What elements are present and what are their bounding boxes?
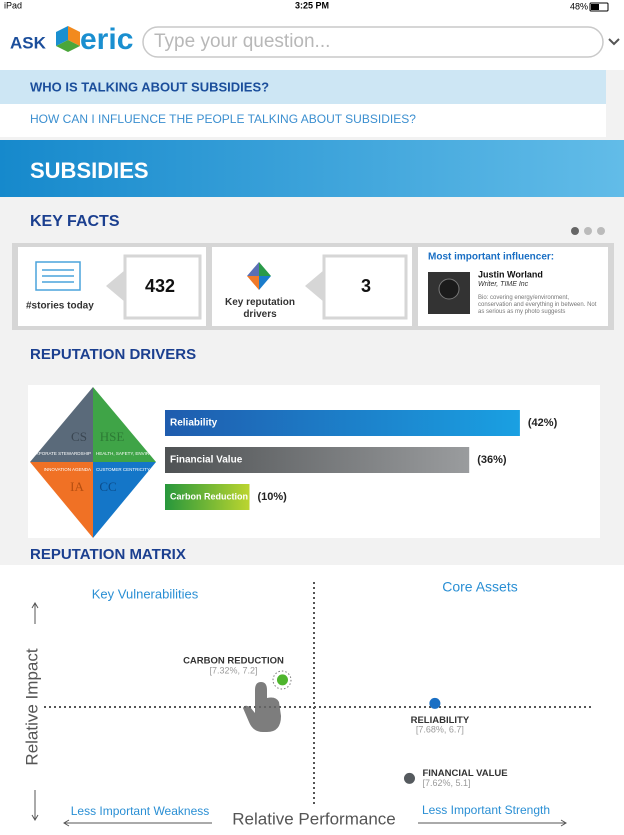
diamond-hse [93, 387, 156, 462]
card-notch [305, 270, 324, 302]
driver-bar [165, 447, 470, 473]
matrix-panel [0, 565, 624, 835]
search-placeholder[interactable]: Type your question... [154, 31, 330, 52]
driver-value: (10%) [258, 491, 288, 503]
bio-line: conservation and everything in between. … [478, 302, 597, 308]
influencer-heading: Most important influencer: [428, 252, 554, 263]
diamond-code: HSE [100, 429, 125, 444]
status-time: 3:25 PM [295, 0, 329, 10]
drivers-icon [247, 262, 271, 290]
influencer-bio: Bio: covering energy/environment, conserv… [478, 295, 597, 315]
diamond-code: CC [99, 479, 116, 494]
diamond-cc [93, 462, 156, 538]
news-icon [35, 261, 81, 291]
diamond-cs [30, 387, 93, 462]
question-bg[interactable] [0, 104, 606, 137]
fact-value: 432 [145, 276, 175, 296]
bio-line: Bio: covering energy/environment, [478, 295, 569, 301]
logo-face [56, 26, 68, 46]
section-title: KEY FACTS [30, 213, 120, 230]
news-frame [35, 261, 81, 291]
driver-bar [165, 484, 250, 510]
driver-name: Reliability [170, 418, 218, 429]
question-bg-active[interactable] [0, 70, 606, 104]
icon-part [247, 262, 259, 276]
axis-title: Relative Impact [22, 648, 41, 765]
driver-value: (36%) [477, 454, 507, 466]
diamond-code: IA [70, 479, 84, 494]
driver-value: (42%) [528, 417, 558, 429]
section-title: REPUTATION DRIVERS [30, 346, 196, 363]
value-box [322, 254, 408, 320]
axis-hint: Less Important Strength [422, 803, 550, 817]
bio-line: as serious as my photo suggests [478, 309, 565, 315]
icon-part [247, 276, 259, 290]
diamond-name: CUSTOMER CENTRICITY [96, 467, 150, 472]
value-box [123, 254, 202, 320]
carousel-dot[interactable] [584, 227, 592, 235]
drivers-diamond [30, 387, 156, 538]
logo-face [56, 40, 80, 52]
arrow-head [63, 819, 70, 827]
point-name: FINANCIAL VALUE [422, 768, 507, 779]
logo-cube [56, 26, 80, 52]
question-link[interactable]: WHO IS TALKING ABOUT SUBSIDIES? [30, 79, 269, 94]
battery-level [591, 4, 599, 10]
topic-banner [0, 140, 624, 197]
point-name: RELIABILITY [411, 715, 470, 726]
status-battery: 48% [570, 1, 588, 11]
question-link[interactable]: HOW CAN I INFLUENCE THE PEOPLE TALKING A… [30, 112, 416, 126]
influencer-role: Writer, TIME Inc [478, 281, 529, 288]
fact-label: #stories today [26, 301, 94, 312]
diamond-name: CORPORATE STEWARDSHIP [29, 451, 91, 456]
driver-bar [165, 410, 520, 436]
matrix-point [276, 674, 288, 686]
point-coords: [7.68%, 6.7] [416, 725, 464, 735]
quadrant-label: Core Assets [442, 579, 517, 595]
topic-title: SUBSIDIES [30, 158, 149, 183]
driver-name: Carbon Reduction [170, 491, 248, 501]
diamond-code: CS [71, 429, 87, 444]
matrix-point [403, 772, 415, 784]
matrix-point [429, 697, 441, 709]
arrow-head [31, 602, 39, 609]
influencer-name: Justin Worland [478, 269, 543, 279]
battery-icon [589, 2, 609, 12]
logo-face [68, 26, 80, 46]
brand: eric [80, 23, 133, 56]
icon-part [259, 276, 271, 290]
point-coords: [7.62%, 5.1] [422, 778, 470, 788]
dropdown-chevron[interactable] [608, 38, 620, 46]
carousel-dot[interactable] [571, 227, 579, 235]
status-device: iPad [4, 0, 22, 10]
fact-label: Key reputation drivers [225, 297, 295, 320]
point-name: CARBON REDUCTION [183, 655, 284, 666]
fact-value: 3 [361, 276, 371, 296]
search-box[interactable] [142, 26, 604, 58]
selection-ring [272, 670, 292, 690]
axis-title: Relative Performance [232, 809, 395, 828]
carousel-dot[interactable] [597, 227, 605, 235]
point-coords: [7.32%, 7.2] [209, 665, 257, 675]
brand-prefix: ASK [10, 33, 47, 52]
section-title: REPUTATION MATRIX [30, 546, 186, 563]
arrow-head [560, 819, 567, 827]
fact-label-line: Key reputation [225, 297, 295, 308]
photo-face [438, 278, 460, 300]
diamond-name: HEALTH, SAFETY, ENVIRONMENT [96, 451, 169, 456]
quadrant-label: Key Vulnerabilities [92, 586, 199, 601]
diamond-ia [30, 462, 93, 538]
driver-name: Financial Value [170, 455, 243, 466]
arrow-head [31, 814, 39, 821]
icon-part [259, 262, 271, 276]
axis-hint: Less Important Weakness [71, 804, 210, 818]
diamond-name: INNOVATION AGENDA [44, 467, 91, 472]
touch-hand [243, 682, 281, 732]
card-notch [106, 270, 125, 302]
fact-label-line: drivers [243, 309, 277, 320]
